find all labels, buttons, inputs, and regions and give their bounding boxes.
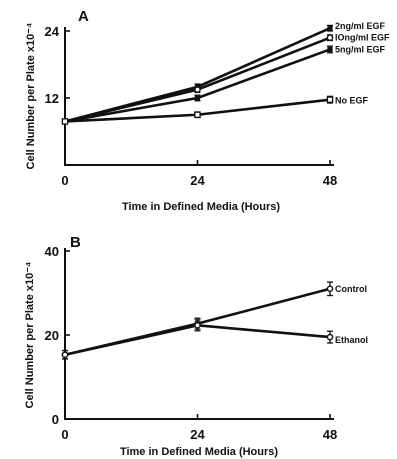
chart-panel-a: A Cell Number per Plate x10⁻⁴ Time in De… — [25, 8, 390, 213]
y-tick-label: 0 — [52, 412, 59, 427]
x-tick-label: 0 — [61, 173, 68, 188]
data-point — [327, 25, 333, 31]
series-label: Control — [335, 284, 367, 294]
chart-panel-b: B Cell Number per Plate x10⁻⁴ Time in De… — [24, 234, 368, 458]
ticks-b: 0 24 48 0 20 40 — [45, 244, 338, 442]
series-group-b: Control Ethanol — [61, 281, 368, 360]
data-point — [194, 111, 201, 119]
y-tick-label: 20 — [45, 328, 59, 343]
data-point — [326, 34, 334, 42]
x-tick-label: 24 — [190, 173, 205, 188]
x-axis-title-b: Time in Defined Media (Hours) — [120, 446, 278, 458]
series-control: Control — [61, 281, 367, 360]
y-axis-title-b: Cell Number per Plate x10⁻⁴ — [24, 262, 36, 409]
data-point — [194, 86, 201, 93]
data-point — [61, 351, 69, 359]
data-point — [326, 96, 334, 103]
data-point — [61, 118, 69, 125]
data-point — [327, 46, 333, 53]
series-line — [64, 36, 331, 123]
panel-label-a: A — [78, 8, 89, 25]
x-axis-title-a: Time in Defined Media (Hours) — [122, 201, 280, 213]
series-label: 2ng/ml EGF — [335, 21, 386, 31]
data-point — [194, 95, 201, 101]
x-tick-label: 0 — [61, 427, 68, 442]
data-point — [326, 333, 334, 341]
y-axis-title-a: Cell Number per Plate x10⁻⁴ — [25, 23, 37, 170]
series-no-egf: No EGF — [61, 95, 369, 125]
y-tick-label: 12 — [45, 91, 59, 106]
series-label: No EGF — [335, 96, 369, 106]
series-label: 5ng/ml EGF — [335, 44, 386, 54]
y-tick-label: 24 — [45, 24, 60, 39]
data-point — [326, 285, 334, 293]
series-line — [64, 27, 331, 123]
y-tick-label: 40 — [45, 244, 59, 259]
series-label: IOng/ml EGF — [335, 33, 390, 43]
x-tick-label: 48 — [323, 173, 337, 188]
series-ethanol: Ethanol — [61, 319, 368, 360]
panel-label-b: B — [70, 234, 81, 251]
x-tick-label: 48 — [323, 427, 337, 442]
data-point — [194, 322, 201, 329]
ticks-a: 0 24 48 12 24 — [45, 24, 338, 188]
x-tick-label: 24 — [190, 427, 205, 442]
series-label: Ethanol — [335, 335, 368, 345]
